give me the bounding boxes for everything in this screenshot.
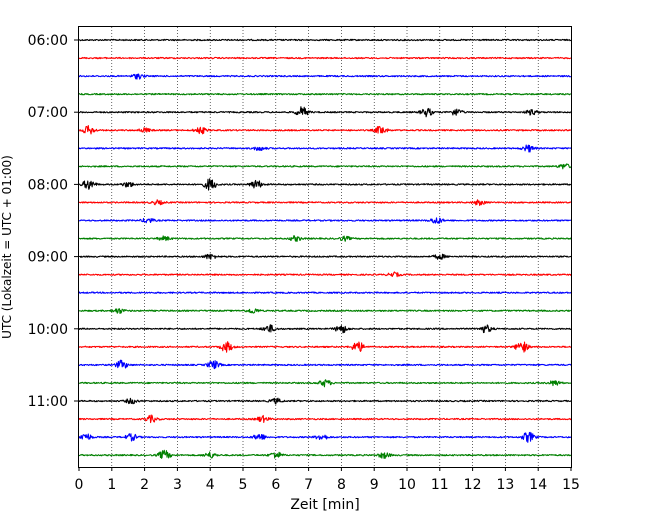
trace-1115 — [78, 414, 572, 424]
y-tick-label: 06:00 — [28, 33, 68, 49]
grid-lines — [111, 27, 539, 467]
trace-0615 — [78, 56, 572, 60]
x-tick-label: 9 — [370, 477, 379, 493]
trace-0915 — [78, 271, 572, 278]
trace-0600 — [78, 38, 572, 42]
trace-1130 — [78, 431, 572, 443]
trace-0800 — [78, 178, 572, 191]
trace-0730 — [78, 144, 572, 153]
trace-0745 — [78, 163, 572, 170]
trace-1015 — [78, 341, 572, 353]
y-tick-label: 11:00 — [28, 394, 68, 410]
trace-0930 — [78, 291, 572, 294]
trace-0845 — [78, 235, 572, 242]
x-axis-label: Zeit [min] — [290, 497, 359, 513]
trace-0630 — [78, 73, 572, 80]
trace-1100 — [78, 397, 572, 405]
x-tick-label: 4 — [206, 477, 215, 493]
trace-0815 — [78, 199, 572, 206]
trace-1030 — [78, 359, 572, 370]
trace-0645 — [78, 92, 572, 96]
trace-1145 — [78, 449, 572, 459]
traces — [78, 38, 572, 459]
trace-1045 — [78, 379, 572, 388]
x-tick-label: 6 — [271, 477, 280, 493]
trace-0945 — [78, 308, 572, 315]
x-axis: 0 1 2 3 4 5 6 7 8 9 10 11 12 13 14 15 — [75, 467, 580, 493]
y-tick-label: 08:00 — [28, 177, 68, 193]
y-tick-label: 10:00 — [28, 322, 68, 338]
trace-0700 — [78, 106, 572, 118]
x-tick-label: 14 — [529, 477, 547, 493]
x-tick-label: 5 — [239, 477, 248, 493]
x-tick-label: 11 — [431, 477, 449, 493]
x-tick-label: 15 — [562, 477, 580, 493]
x-tick-label: 8 — [337, 477, 346, 493]
x-tick-label: 3 — [173, 477, 182, 493]
x-tick-label: 10 — [398, 477, 416, 493]
plot-frame — [78, 26, 572, 468]
trace-0830 — [78, 217, 572, 224]
trace-0715 — [78, 124, 572, 135]
y-tick-label: 07:00 — [28, 105, 68, 121]
x-tick-label: 13 — [496, 477, 514, 493]
y-tick-label: 09:00 — [28, 250, 68, 266]
x-tick-label: 1 — [107, 477, 116, 493]
y-axis: 06:00 07:00 08:00 09:00 10:00 11:00 — [28, 33, 78, 410]
x-tick-label: 0 — [75, 477, 84, 493]
x-tick-label: 12 — [464, 477, 482, 493]
x-tick-label: 7 — [304, 477, 313, 493]
trace-1000 — [78, 324, 572, 334]
trace-0900 — [78, 253, 572, 260]
y-axis-label: UTC (Lokalzeit = UTC + 01:00) — [0, 155, 14, 339]
x-tick-label: 2 — [140, 477, 149, 493]
